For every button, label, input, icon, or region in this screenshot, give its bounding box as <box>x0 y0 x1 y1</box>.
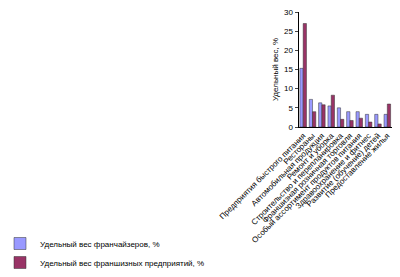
svg-text:Особый ассортимент продуктов п: Особый ассортимент продуктов питания <box>250 131 363 244</box>
svg-text:Ремонт и уборка: Ремонт и уборка <box>285 131 336 182</box>
svg-text:Франшизная розничная торговля: Франшизная розничная торговля <box>261 131 354 224</box>
svg-text:25: 25 <box>284 27 293 36</box>
svg-text:Удельный вес франшизных предпр: Удельный вес франшизных предприятий, % <box>40 259 204 268</box>
svg-text:Предприятия быстрого питания: Предприятия быстрого питания <box>218 131 308 221</box>
svg-text:Здравоохранение и фитнес: Здравоохранение и фитнес <box>294 131 373 210</box>
svg-text:Удельный вес франчайзеров, %: Удельный вес франчайзеров, % <box>40 240 160 249</box>
svg-text:Развитие (обучение) детей: Развитие (обучение) детей <box>305 131 382 208</box>
svg-text:Строительство и перепланировка: Строительство и перепланировка <box>249 131 345 227</box>
svg-text:20: 20 <box>284 46 293 55</box>
svg-text:Удельный вес, %: Удельный вес, % <box>271 38 280 101</box>
svg-text:10: 10 <box>284 84 293 93</box>
svg-text:30: 30 <box>284 8 293 17</box>
svg-text:Рестораны: Рестораны <box>282 131 317 166</box>
svg-text:Автомобильная продукция: Автомобильная продукция <box>250 131 327 208</box>
svg-text:15: 15 <box>284 65 293 74</box>
svg-text:0: 0 <box>288 123 293 132</box>
svg-text:Предоставление жилья: Предоставление жилья <box>323 131 391 199</box>
svg-text:5: 5 <box>288 104 293 113</box>
